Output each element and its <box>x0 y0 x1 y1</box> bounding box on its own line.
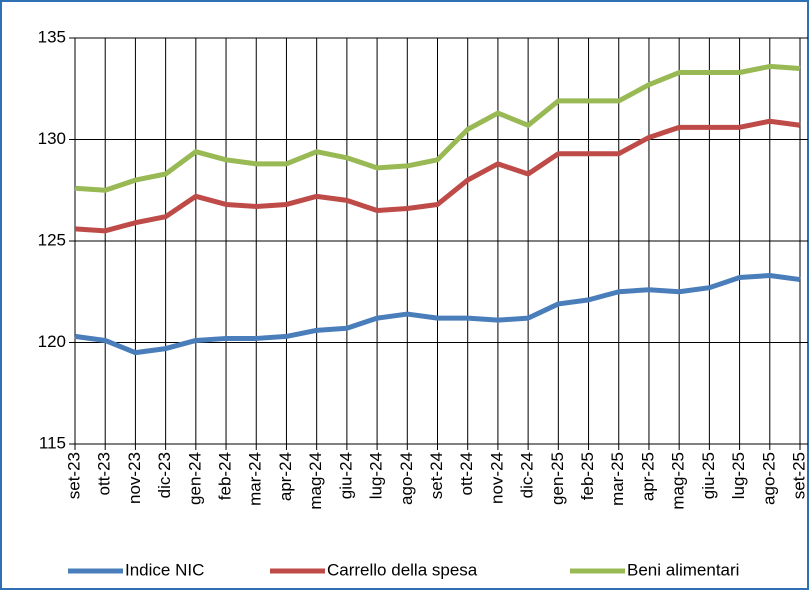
legend-label: Carrello della spesa <box>327 560 478 579</box>
y-tick-label: 120 <box>38 332 66 351</box>
x-tick-label: nov-23 <box>125 452 144 504</box>
x-tick-label: apr-25 <box>638 452 657 501</box>
x-tick-label: feb-25 <box>578 452 597 500</box>
x-tick-label: mar-25 <box>608 452 627 506</box>
x-tick-label: mar-24 <box>246 452 265 506</box>
legend-label: Indice NIC <box>125 560 204 579</box>
x-tick-label: nov-24 <box>487 452 506 504</box>
x-tick-label: dic-24 <box>518 452 537 498</box>
x-tick-label: gen-24 <box>185 452 204 505</box>
y-tick-label: 130 <box>38 129 66 148</box>
x-tick-label: set-23 <box>64 452 83 499</box>
x-tick-label: giu-25 <box>699 452 718 499</box>
x-tick-label: apr-24 <box>276 452 295 501</box>
x-tick-label: gen-25 <box>548 452 567 505</box>
x-tick-label: lug-25 <box>729 452 748 499</box>
series-line <box>74 273 801 356</box>
y-tick-label: 135 <box>38 27 66 46</box>
x-tick-label: set-24 <box>427 452 446 499</box>
x-tick-label: feb-24 <box>216 452 235 500</box>
x-tick-label: ott-24 <box>457 452 476 495</box>
y-tick-label: 125 <box>38 230 66 249</box>
legend-label: Beni alimentari <box>627 560 739 579</box>
x-tick-label: ago-25 <box>759 452 778 505</box>
y-tick-label: 115 <box>39 433 66 452</box>
series-line <box>74 63 801 193</box>
x-tick-label: mag-25 <box>669 452 688 510</box>
x-tick-label: ott-23 <box>95 452 114 495</box>
x-tick-label: mag-24 <box>306 452 325 510</box>
x-tick-label: giu-24 <box>336 452 355 499</box>
x-tick-label: lug-24 <box>367 452 386 499</box>
x-tick-label: set-25 <box>789 452 808 499</box>
x-tick-label: dic-23 <box>155 452 174 498</box>
x-tick-label: ago-24 <box>397 452 416 505</box>
series-line <box>74 118 801 234</box>
